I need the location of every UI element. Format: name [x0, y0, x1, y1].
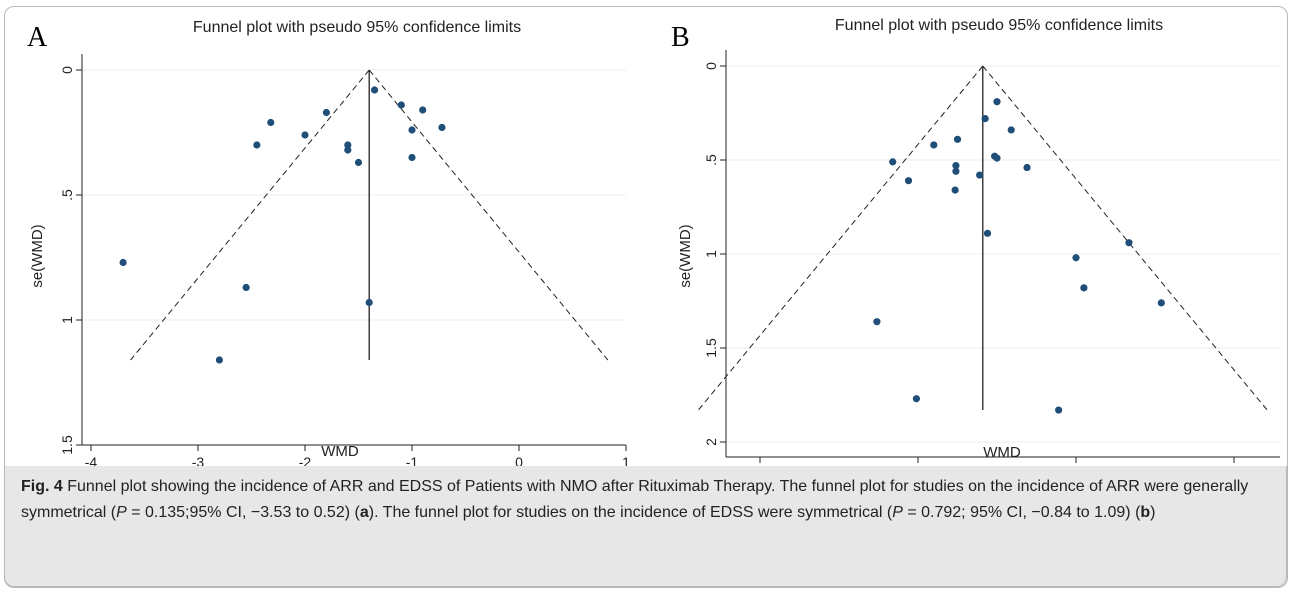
data-point: [930, 141, 938, 149]
y-tick-label: .5: [59, 189, 75, 201]
data-point: [951, 186, 959, 194]
panel-b-letter: B: [671, 22, 690, 53]
funnel-right-limit: [368, 69, 609, 361]
data-point: [1055, 406, 1063, 414]
data-point: [1007, 126, 1015, 134]
caption-area: Fig. 4 Funnel plot showing the incidence…: [4, 466, 1287, 587]
y-tick-label: 2: [703, 438, 719, 446]
data-point: [993, 154, 1001, 162]
data-point: [953, 135, 962, 143]
panel-a-points: [119, 86, 446, 364]
panel-b-funnel: [697, 65, 1268, 411]
data-point: [408, 153, 416, 162]
data-point: [1080, 284, 1088, 292]
panel-b-points: [873, 98, 1165, 414]
panel-a-gridlines: [82, 69, 626, 446]
caption-label: Fig. 4: [21, 478, 63, 495]
data-point: [976, 171, 984, 179]
caption-text-3: ). The funnel plot for studies on the in…: [368, 504, 893, 521]
x-tick-label: -4: [85, 454, 98, 466]
panel-a-y-ticks: 0 .5 1 1.5: [59, 66, 82, 455]
caption-p-value-2: P: [892, 504, 903, 521]
data-point: [215, 356, 223, 364]
data-point: [1072, 254, 1080, 262]
y-tick-label: 1: [703, 250, 719, 258]
data-point: [952, 162, 960, 170]
panel-b: B Funnel plot with pseudo 95% confidence…: [671, 17, 1280, 463]
y-tick-label: 1.5: [703, 338, 719, 358]
data-point: [370, 86, 379, 94]
panel-b-title: Funnel plot with pseudo 95% confidence l…: [835, 17, 1163, 34]
data-point: [983, 229, 992, 237]
caption-ref-b: b: [1140, 504, 1151, 521]
data-point: [1157, 299, 1165, 307]
data-point: [301, 131, 309, 139]
figure-caption: Fig. 4 Funnel plot showing the incidence…: [21, 474, 1271, 526]
panel-b-y-label: se(WMD): [677, 224, 694, 287]
caption-text-4: = 0.792; 95% CI, −0.84 to 1.09) (: [902, 504, 1141, 521]
panel-a-x-ticks: -4 -3 -2 -1 0 1: [85, 445, 630, 466]
data-point: [365, 298, 373, 307]
data-point: [408, 126, 416, 134]
x-tick-label: 0: [515, 454, 523, 466]
caption-text-2: = 0.135;95% CI, −3.53 to 0.52) (: [126, 504, 360, 521]
funnel-left-limit: [697, 65, 984, 411]
data-point: [904, 177, 913, 185]
y-tick-label: 1: [59, 316, 75, 324]
data-point: [1023, 163, 1031, 172]
y-tick-label: .5: [703, 154, 719, 166]
data-point: [253, 141, 261, 149]
y-tick-label: 1.5: [59, 435, 75, 455]
panel-a-x-label: WMD: [321, 443, 359, 460]
panel-b-gridlines: [726, 65, 1280, 443]
data-point: [344, 146, 352, 154]
y-tick-label: 0: [703, 62, 719, 70]
funnel-plots: A Funnel plot with pseudo 95% confidence…: [27, 17, 1280, 466]
panel-b-x-ticks: -4-202: [759, 457, 1235, 463]
data-point: [1125, 239, 1133, 247]
funnel-right-limit: [982, 65, 1268, 411]
data-point: [438, 123, 446, 132]
data-point: [354, 158, 363, 167]
data-point: [952, 167, 960, 175]
data-point: [419, 106, 427, 114]
caption-ref-a: a: [359, 504, 369, 521]
data-point: [344, 141, 352, 149]
panel-a: A Funnel plot with pseudo 95% confidence…: [27, 19, 630, 466]
panel-b-y-ticks: 0 .5 1 1.5 2: [703, 62, 726, 446]
data-point: [889, 158, 897, 166]
panel-a-axes: [81, 54, 626, 446]
panel-a-y-label: se(WMD): [29, 224, 46, 287]
x-tick-label: -1: [406, 454, 419, 466]
panel-a-letter: A: [27, 22, 48, 53]
caption-p-value-1: P: [116, 504, 127, 521]
funnel-left-limit: [130, 69, 370, 361]
x-tick-label: -2: [299, 454, 312, 466]
caption-text-5: ): [1150, 504, 1156, 521]
data-point: [397, 101, 405, 109]
data-point: [267, 118, 275, 127]
x-tick-label: 1: [622, 454, 630, 466]
data-point: [322, 108, 330, 117]
data-point: [993, 98, 1001, 106]
panel-a-funnel: [130, 69, 609, 361]
panel-a-title: Funnel plot with pseudo 95% confidence l…: [193, 19, 521, 36]
x-tick-label: -3: [192, 454, 205, 466]
y-tick-label: 0: [59, 66, 75, 74]
panel-b-x-label: WMD: [983, 444, 1021, 461]
data-point: [242, 283, 250, 292]
data-point: [119, 258, 127, 267]
data-point: [981, 115, 989, 123]
data-point: [873, 318, 881, 326]
data-point: [912, 395, 921, 403]
caption-text-1: Funnel plot showing the incidence of ARR…: [21, 478, 1249, 521]
